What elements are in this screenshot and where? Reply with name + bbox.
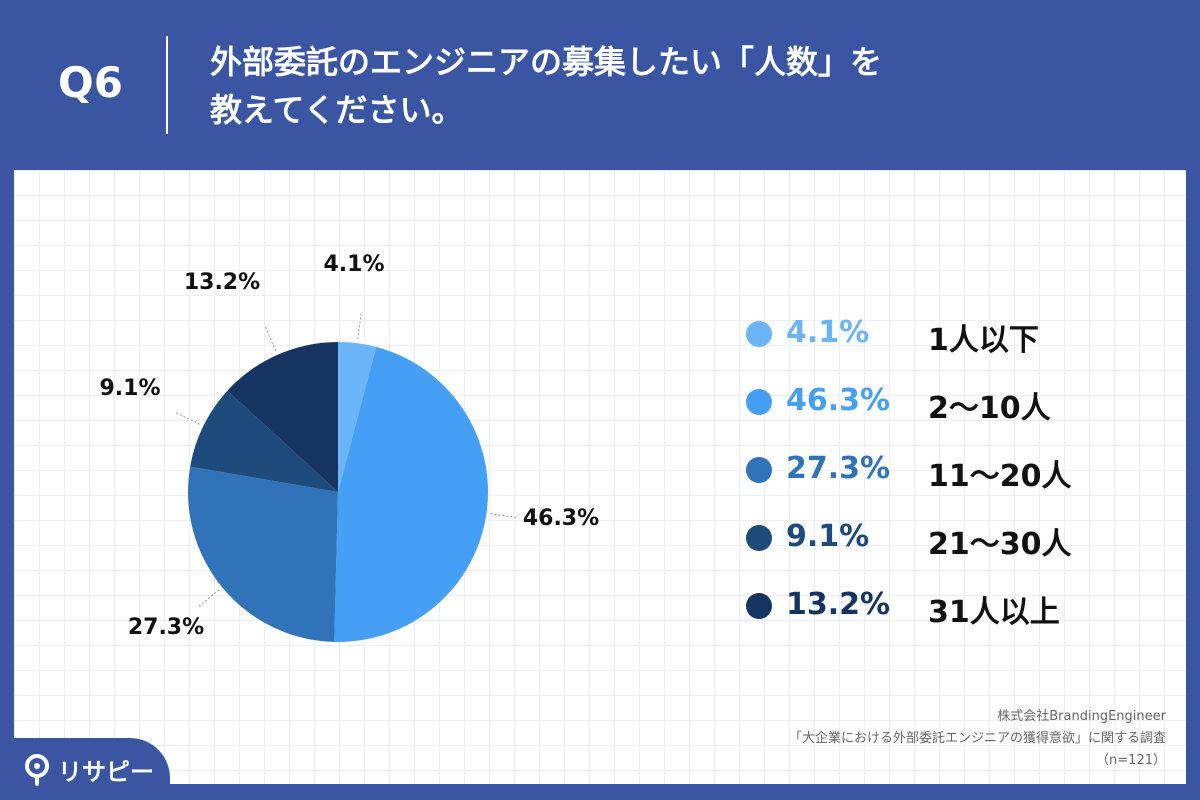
legend-category-1: 1人以下 xyxy=(928,323,1039,358)
legend-dot-2 xyxy=(746,389,772,415)
question-title-line1: 外部委託のエンジニアの募集したい「人数」を xyxy=(210,43,883,81)
header-divider xyxy=(166,36,168,134)
legend-percent-1: 4.1% xyxy=(786,315,870,350)
brand-tab: リサピー xyxy=(0,738,170,800)
question-title: 外部委託のエンジニアの募集したい「人数」を 教えてください。 xyxy=(210,38,1070,134)
legend-category-5: 31人以上 xyxy=(928,595,1060,630)
source-sample-size: （n=121） xyxy=(1096,753,1166,768)
legend-dot-3 xyxy=(746,457,772,483)
leader-line-3 xyxy=(198,589,220,607)
legend-category-3: 11〜20人 xyxy=(928,459,1072,494)
data-label-4: 9.1% xyxy=(99,376,160,401)
question-title-line2: 教えてください。 xyxy=(210,91,464,129)
header: Q6 外部委託のエンジニアの募集したい「人数」を 教えてください。 xyxy=(0,0,1200,170)
source-company: 株式会社BrandingEngineer xyxy=(997,709,1166,724)
leader-line-1 xyxy=(357,313,362,340)
pie-slice-1 xyxy=(338,342,377,492)
legend-percent-4: 9.1% xyxy=(786,519,870,554)
pie-slice-4 xyxy=(190,390,338,492)
legend-percent-5: 13.2% xyxy=(786,587,891,622)
leader-line-2 xyxy=(490,513,517,518)
question-label: Q6 xyxy=(58,58,123,107)
pin-logo-icon xyxy=(25,754,49,786)
source-survey-title: 「大企業における外部委託エンジニアの獲得意欲」に関する調査 xyxy=(788,731,1166,746)
pie-slice-5 xyxy=(227,342,338,492)
data-label-5: 13.2% xyxy=(184,270,260,295)
legend-category-2: 2〜10人 xyxy=(928,391,1051,426)
data-label-3: 27.3% xyxy=(128,615,204,640)
legend-percent-3: 27.3% xyxy=(786,451,891,486)
source-note: 株式会社BrandingEngineer 「大企業における外部委託エンジニアの獲… xyxy=(789,706,1166,772)
data-label-1: 4.1% xyxy=(323,252,384,277)
legend-dot-5 xyxy=(746,593,772,619)
leader-line-5 xyxy=(265,327,277,352)
brand-name: リサピー xyxy=(58,758,154,786)
legend-category-4: 21〜30人 xyxy=(928,527,1072,562)
chart-panel: 4.1% 46.3% 27.3% 9.1% 13.2% 4.1% 1人以下 46.3% … xyxy=(14,170,1186,784)
legend-dot-4 xyxy=(746,525,772,551)
pie-slice-3 xyxy=(187,466,338,642)
legend-dot-1 xyxy=(746,321,772,347)
leader-line-4 xyxy=(176,412,200,425)
pie-chart: 4.1% 46.3% 27.3% 9.1% 13.2% xyxy=(99,252,599,642)
data-label-2: 46.3% xyxy=(523,506,599,531)
pie-slice-2 xyxy=(334,346,488,642)
legend-percent-2: 46.3% xyxy=(786,383,891,418)
